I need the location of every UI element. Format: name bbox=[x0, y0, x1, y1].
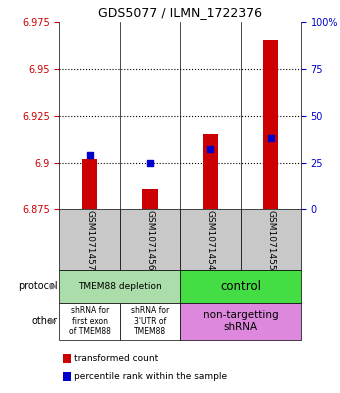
Text: GSM1071455: GSM1071455 bbox=[266, 209, 275, 270]
Text: GSM1071454: GSM1071454 bbox=[206, 210, 215, 270]
Text: GSM1071456: GSM1071456 bbox=[146, 209, 154, 270]
Bar bbox=[59, 303, 120, 340]
Text: shRNA for
first exon
of TMEM88: shRNA for first exon of TMEM88 bbox=[69, 307, 110, 336]
Point bbox=[87, 152, 92, 158]
Bar bbox=[63, 354, 71, 363]
Point bbox=[268, 135, 273, 141]
Bar bbox=[59, 209, 120, 270]
Bar bbox=[120, 209, 180, 270]
Text: GSM1071457: GSM1071457 bbox=[85, 209, 94, 270]
Text: transformed count: transformed count bbox=[74, 354, 158, 363]
Text: protocol: protocol bbox=[18, 281, 58, 292]
Bar bbox=[120, 303, 180, 340]
Text: shRNA for
3'UTR of
TMEM88: shRNA for 3'UTR of TMEM88 bbox=[131, 307, 169, 336]
Text: control: control bbox=[220, 280, 261, 293]
Title: GDS5077 / ILMN_1722376: GDS5077 / ILMN_1722376 bbox=[98, 6, 262, 19]
Bar bbox=[82, 159, 97, 209]
Bar bbox=[263, 40, 278, 209]
Text: TMEM88 depletion: TMEM88 depletion bbox=[78, 282, 162, 291]
Text: percentile rank within the sample: percentile rank within the sample bbox=[74, 372, 227, 381]
Bar bbox=[59, 270, 180, 303]
Text: non-targetting
shRNA: non-targetting shRNA bbox=[203, 310, 278, 332]
Bar bbox=[180, 270, 301, 303]
Point bbox=[147, 159, 153, 165]
Bar bbox=[203, 134, 218, 209]
Bar bbox=[180, 303, 301, 340]
Text: other: other bbox=[32, 316, 58, 326]
Bar bbox=[63, 373, 71, 381]
Point bbox=[208, 146, 213, 152]
Bar bbox=[180, 209, 241, 270]
Bar bbox=[142, 189, 157, 209]
Bar bbox=[241, 209, 301, 270]
